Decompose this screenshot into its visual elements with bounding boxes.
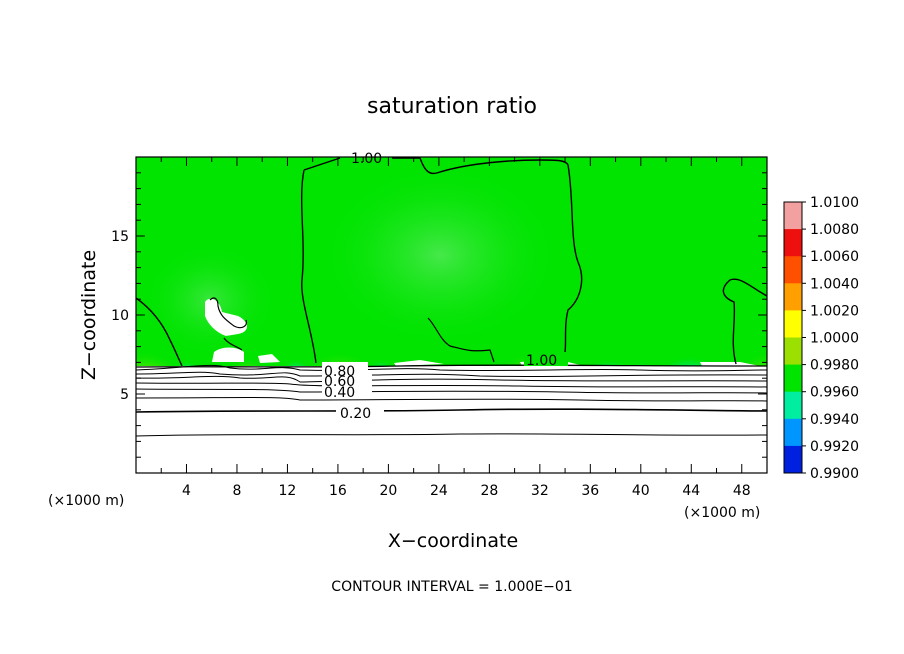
x-tick-label: 20 (379, 483, 397, 499)
contour-label: 1.00 (526, 353, 557, 369)
x-tick-label: 16 (329, 483, 347, 499)
chart-title: saturation ratio (367, 94, 537, 119)
colorbar-label: 0.9900 (810, 466, 859, 482)
x-tick-label: 32 (531, 483, 549, 499)
contour-label: 0.60 (324, 374, 355, 390)
x-tick-label: 12 (279, 483, 297, 499)
x-tick-label: 4 (182, 483, 191, 499)
x-tick-label: 8 (232, 483, 241, 499)
colorbar-segment (784, 364, 802, 393)
colorbar-label: 0.9980 (810, 358, 859, 374)
contour-label: 0.20 (340, 406, 371, 422)
colorbar-label: 1.0100 (810, 195, 859, 211)
x-tick-label: 40 (632, 483, 650, 499)
colorbar-label: 1.0080 (810, 222, 859, 238)
colorbar (784, 202, 802, 474)
colorbar-segment (784, 283, 802, 311)
colorbar-labels: 1.0100 1.0080 1.0060 1.0040 1.0020 1.0000 0.99… (802, 195, 859, 482)
x-axis: 4 8 12 16 20 24 28 32 36 40 44 48 (160, 157, 751, 499)
colorbar-label: 0.9940 (810, 412, 859, 428)
colorbar-label: 0.9960 (810, 385, 859, 401)
y-tick-label: 15 (111, 229, 129, 245)
heatmap-field (136, 157, 767, 473)
colorbar-segment (784, 229, 802, 257)
y-axis-label: Z−coordinate (78, 250, 100, 380)
colorbar-label: 0.9920 (810, 439, 859, 455)
colorbar-segment (784, 391, 802, 420)
colorbar-segment (784, 310, 802, 338)
x-axis-label: X−coordinate (388, 530, 518, 552)
colorbar-segment (784, 256, 802, 284)
contour-interval-note: CONTOUR INTERVAL = 1.000E−01 (331, 579, 572, 595)
contour-label: 0.40 (324, 385, 355, 401)
y-tick-label: 10 (111, 308, 129, 324)
colorbar-label: 1.0060 (810, 249, 859, 265)
colorbar-segment (784, 337, 802, 366)
colorbar-segment (784, 202, 802, 230)
x-tick-label: 48 (733, 483, 751, 499)
y-tick-label: 5 (120, 387, 129, 403)
contour-label: 0.80 (324, 364, 355, 380)
x-tick-label: 28 (480, 483, 498, 499)
colorbar-segment (784, 418, 802, 447)
x-tick-label: 24 (430, 483, 448, 499)
colorbar-label: 1.0040 (810, 276, 859, 292)
x-tick-label: 36 (581, 483, 599, 499)
colorbar-segment (784, 445, 802, 474)
x-tick-label: 44 (682, 483, 700, 499)
y-axis: 5 10 15 (111, 172, 767, 458)
x-unit-right: (×1000 m) (684, 505, 760, 521)
x-unit-left: (×1000 m) (48, 493, 124, 509)
colorbar-label: 1.0020 (810, 303, 859, 319)
colorbar-label: 1.0000 (810, 331, 859, 347)
contour-label: 1.00 (351, 151, 382, 167)
